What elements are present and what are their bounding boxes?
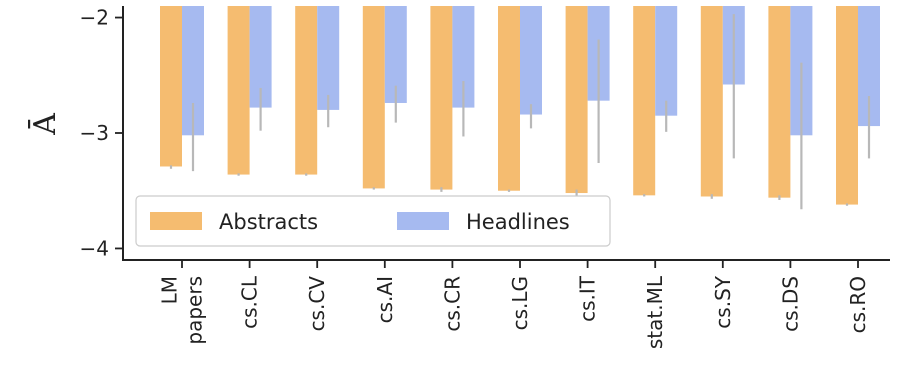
x-tick-label-line: cs.IT	[576, 275, 600, 322]
bar-headlines-cs-ro	[858, 6, 880, 127]
bar-abstracts-cs-cr	[430, 6, 453, 190]
x-tick-label-cs-it: cs.IT	[576, 275, 600, 322]
bar-headlines-cs-cv	[317, 6, 340, 110]
y-tick-label: −4	[80, 236, 109, 260]
legend-label-headlines: Headlines	[466, 210, 570, 234]
y-tick-label: −2	[80, 6, 109, 30]
x-tick-label-line: papers	[183, 276, 207, 345]
legend-label-abstracts: Abstracts	[219, 210, 318, 234]
y-axis-title: Ā	[28, 113, 63, 136]
x-tick-label-cs-ro: cs.RO	[846, 276, 870, 333]
bar-abstracts-cs-lg	[498, 6, 520, 191]
bar-abstracts-cs-cl	[227, 6, 250, 175]
x-tick-label-line: cs.SY	[711, 275, 735, 328]
bar-headlines-cs-cr	[452, 6, 475, 108]
bar-headlines-cs-ai	[384, 6, 407, 103]
legend-swatch-abstracts	[150, 212, 202, 230]
legend-swatch-headlines	[397, 212, 449, 230]
bar-abstracts-cs-cv	[295, 6, 318, 175]
x-tick-label-cs-cl: cs.CL	[238, 275, 262, 329]
x-tick-label-line: cs.RO	[846, 276, 870, 333]
ticks-layer: −2 −3 −4 LM papers cs.CL cs.CV cs.AI cs.CR cs.LG c…	[80, 6, 870, 350]
x-tick-label-line: cs.CV	[305, 276, 329, 332]
x-tick-label-cs-cv: cs.CV	[305, 276, 329, 332]
bars-layer	[160, 6, 880, 205]
bar-headlines-cs-cl	[249, 6, 272, 108]
x-tick-label-lm-papers: LM papers	[158, 276, 207, 345]
bar-headlines-lm-papers	[182, 6, 204, 136]
x-tick-label-cs-cr: cs.CR	[440, 276, 464, 332]
legend: Abstracts Headlines	[135, 195, 611, 247]
legend-box	[135, 195, 611, 247]
bar-abstracts-cs-it	[565, 6, 588, 194]
bar-headlines-stat-ml	[655, 6, 678, 116]
x-tick-label-line: LM	[158, 276, 182, 304]
x-tick-label-cs-sy: cs.SY	[711, 275, 735, 328]
x-tick-label-line: stat.ML	[643, 275, 667, 349]
x-tick-label-line: cs.CR	[440, 276, 464, 332]
y-tick-label: −3	[80, 121, 109, 145]
bar-abstracts-cs-sy	[700, 6, 723, 197]
x-tick-label-cs-ds: cs.DS	[778, 276, 802, 332]
x-tick-label-cs-lg: cs.LG	[508, 276, 532, 330]
x-tick-label-line: cs.AI	[373, 276, 397, 323]
bar-abstracts-lm-papers	[160, 6, 182, 167]
x-tick-label-line: cs.LG	[508, 276, 532, 330]
bar-abstracts-cs-ai	[362, 6, 385, 189]
x-tick-label-cs-ai: cs.AI	[373, 276, 397, 323]
bar-abstracts-cs-ds	[768, 6, 791, 198]
x-tick-label-line: cs.CL	[238, 275, 262, 329]
x-tick-label-line: cs.DS	[778, 276, 802, 332]
bar-abstracts-cs-ro	[836, 6, 858, 205]
error-bars-layer	[169, 14, 871, 210]
x-tick-label-stat-ml: stat.ML	[643, 275, 667, 349]
bar-headlines-cs-lg	[520, 6, 542, 115]
bar-abstracts-stat-ml	[633, 6, 656, 196]
